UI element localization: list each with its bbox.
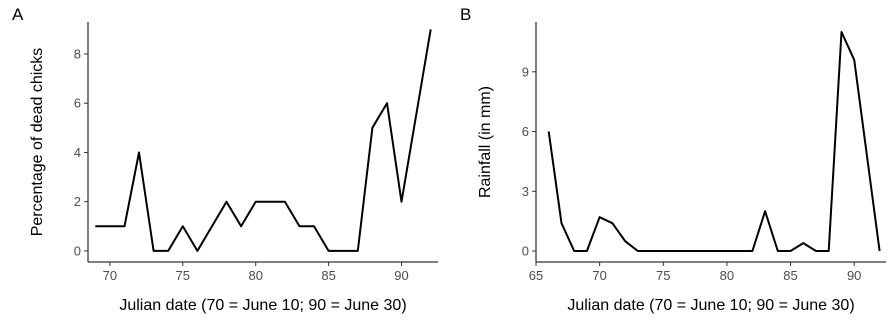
x-tick-label: 65 (529, 268, 543, 283)
x-tick-label: 85 (783, 268, 797, 283)
y-axis-title: Rainfall (in mm) (477, 86, 494, 198)
series-line (547, 31, 881, 252)
x-axis-title: Julian date (70 = June 10; 90 = June 30) (119, 297, 406, 314)
y-tick-label: 3 (522, 184, 529, 199)
x-tick-label: 75 (656, 268, 670, 283)
x-tick-label: 80 (248, 268, 262, 283)
x-tick-label: 80 (720, 268, 734, 283)
y-tick-label: 6 (74, 96, 81, 111)
x-tick-label: 75 (176, 268, 190, 283)
panel-b: B 0 3 6 9 65 70 75 80 85 90 Julian date (70 = June … (460, 5, 886, 314)
y-tick-label: 0 (74, 243, 81, 258)
x-tick-label: 70 (592, 268, 606, 283)
panel-a: A 0 2 4 6 8 70 75 80 85 90 Julian date (70 = June 1… (12, 5, 438, 314)
x-tick-label: 90 (847, 268, 861, 283)
x-tick-label: 85 (321, 268, 335, 283)
y-tick-label: 2 (74, 194, 81, 209)
x-tick-label: 90 (394, 268, 408, 283)
series-line (95, 29, 432, 252)
panel-letter: A (12, 5, 24, 24)
y-tick-label: 0 (522, 244, 529, 259)
y-axis-title: Percentage of dead chicks (29, 48, 46, 237)
x-axis-title: Julian date (70 = June 10; 90 = June 30) (567, 297, 854, 314)
y-tick-label: 9 (522, 64, 529, 79)
y-tick-label: 8 (74, 47, 81, 62)
y-tick-label: 6 (522, 124, 529, 139)
x-tick-label: 70 (103, 268, 117, 283)
panel-letter: B (460, 5, 471, 24)
y-tick-label: 4 (74, 145, 81, 160)
